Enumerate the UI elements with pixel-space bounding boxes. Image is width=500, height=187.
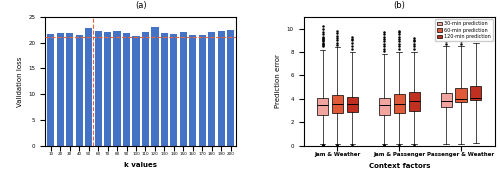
Bar (227, 30, 234, 146)
Bar (76, 35, 82, 146)
Bar (142, 32, 149, 146)
Bar (190, 35, 196, 146)
PathPatch shape (456, 88, 466, 102)
Bar (114, 31, 120, 146)
Bar (94, 31, 102, 146)
Y-axis label: Validation loss: Validation loss (16, 56, 22, 107)
Bar (152, 27, 158, 146)
PathPatch shape (394, 94, 405, 113)
X-axis label: Context factors: Context factors (368, 163, 430, 169)
Bar (161, 33, 168, 146)
Bar (218, 31, 225, 146)
PathPatch shape (347, 97, 358, 112)
PathPatch shape (379, 98, 390, 115)
Bar (199, 35, 206, 146)
Bar (132, 36, 140, 146)
Bar (123, 33, 130, 146)
Bar (208, 32, 216, 146)
X-axis label: k values: k values (124, 162, 157, 168)
Bar (180, 32, 187, 146)
Bar (56, 33, 64, 146)
Bar (170, 34, 177, 146)
Title: (b): (b) (394, 1, 405, 10)
Legend: 30-min prediction, 60-min prediction, 120-min prediction: 30-min prediction, 60-min prediction, 12… (435, 19, 492, 41)
PathPatch shape (470, 86, 482, 100)
PathPatch shape (332, 95, 343, 113)
Title: (a): (a) (135, 1, 146, 10)
Bar (104, 32, 111, 146)
Bar (66, 33, 73, 146)
PathPatch shape (408, 92, 420, 111)
Y-axis label: Prediction error: Prediction error (275, 54, 281, 108)
PathPatch shape (317, 98, 328, 115)
Bar (47, 34, 54, 146)
PathPatch shape (440, 93, 452, 107)
Bar (85, 28, 92, 146)
